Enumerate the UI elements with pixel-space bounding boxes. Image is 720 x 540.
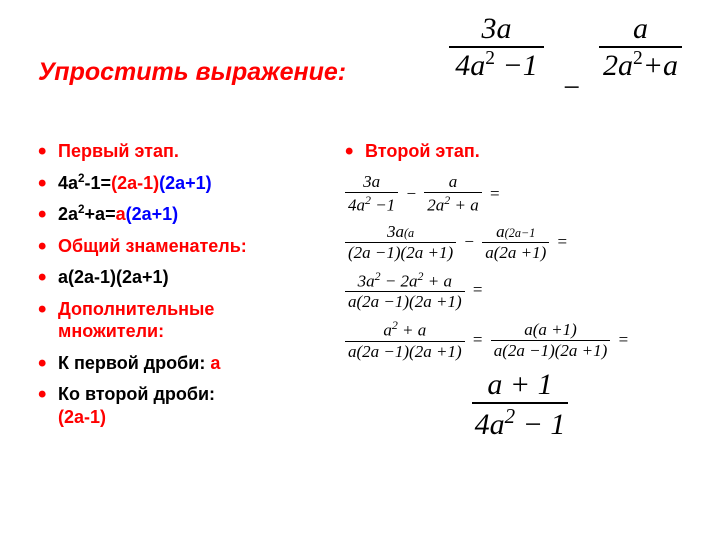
bullet-factor1: 4a2-1=(2a-1)(2a+1) [38,172,323,195]
slide-title: Упростить выражение: [38,58,346,87]
main-expression: 3a 4a2 −1 − a 2a2+a [449,12,682,83]
bullet-step2: Второй этап. [345,140,685,163]
left-column: Первый этап. 4a2-1=(2a-1)(2a+1) 2a2+a=a(… [38,140,323,437]
main-fraction-2: a 2a2+a [599,12,682,83]
minus-sign: − [551,71,591,105]
bullet-step1: Первый этап. [38,140,323,163]
main-fraction-1: 3a 4a2 −1 [449,12,544,83]
derivation: 3a4a2 −1 − a2a2 + a = 3a(a (2a −1)(2a +1… [345,172,695,448]
eq-line3: 3a2 − 2a2 + a a(2a −1)(2a +1) = [345,269,695,313]
bullet-denom-expr: a(2a-1)(2a+1) [38,266,323,289]
eq-line1: 3a4a2 −1 − a2a2 + a = [345,172,695,216]
bullet-to-first: К первой дроби: а [38,352,323,375]
right-column: Второй этап. [345,140,685,172]
bullet-extra-factors: Дополнительные множители: [38,298,323,343]
eq-final: a + 1 4a2 − 1 [345,368,695,442]
bullet-to-second: Ко второй дроби:(2а-1) [38,383,323,428]
bullet-common-denom: Общий знаменатель: [38,235,323,258]
eq-line2: 3a(a (2a −1)(2a +1) − a(2a−1 a(2a +1) = [345,222,695,263]
bullet-factor2: 2a2+a=a(2a+1) [38,203,323,226]
eq-line4: a2 + a a(2a −1)(2a +1) = a(a +1) a(2a −1… [345,318,695,362]
